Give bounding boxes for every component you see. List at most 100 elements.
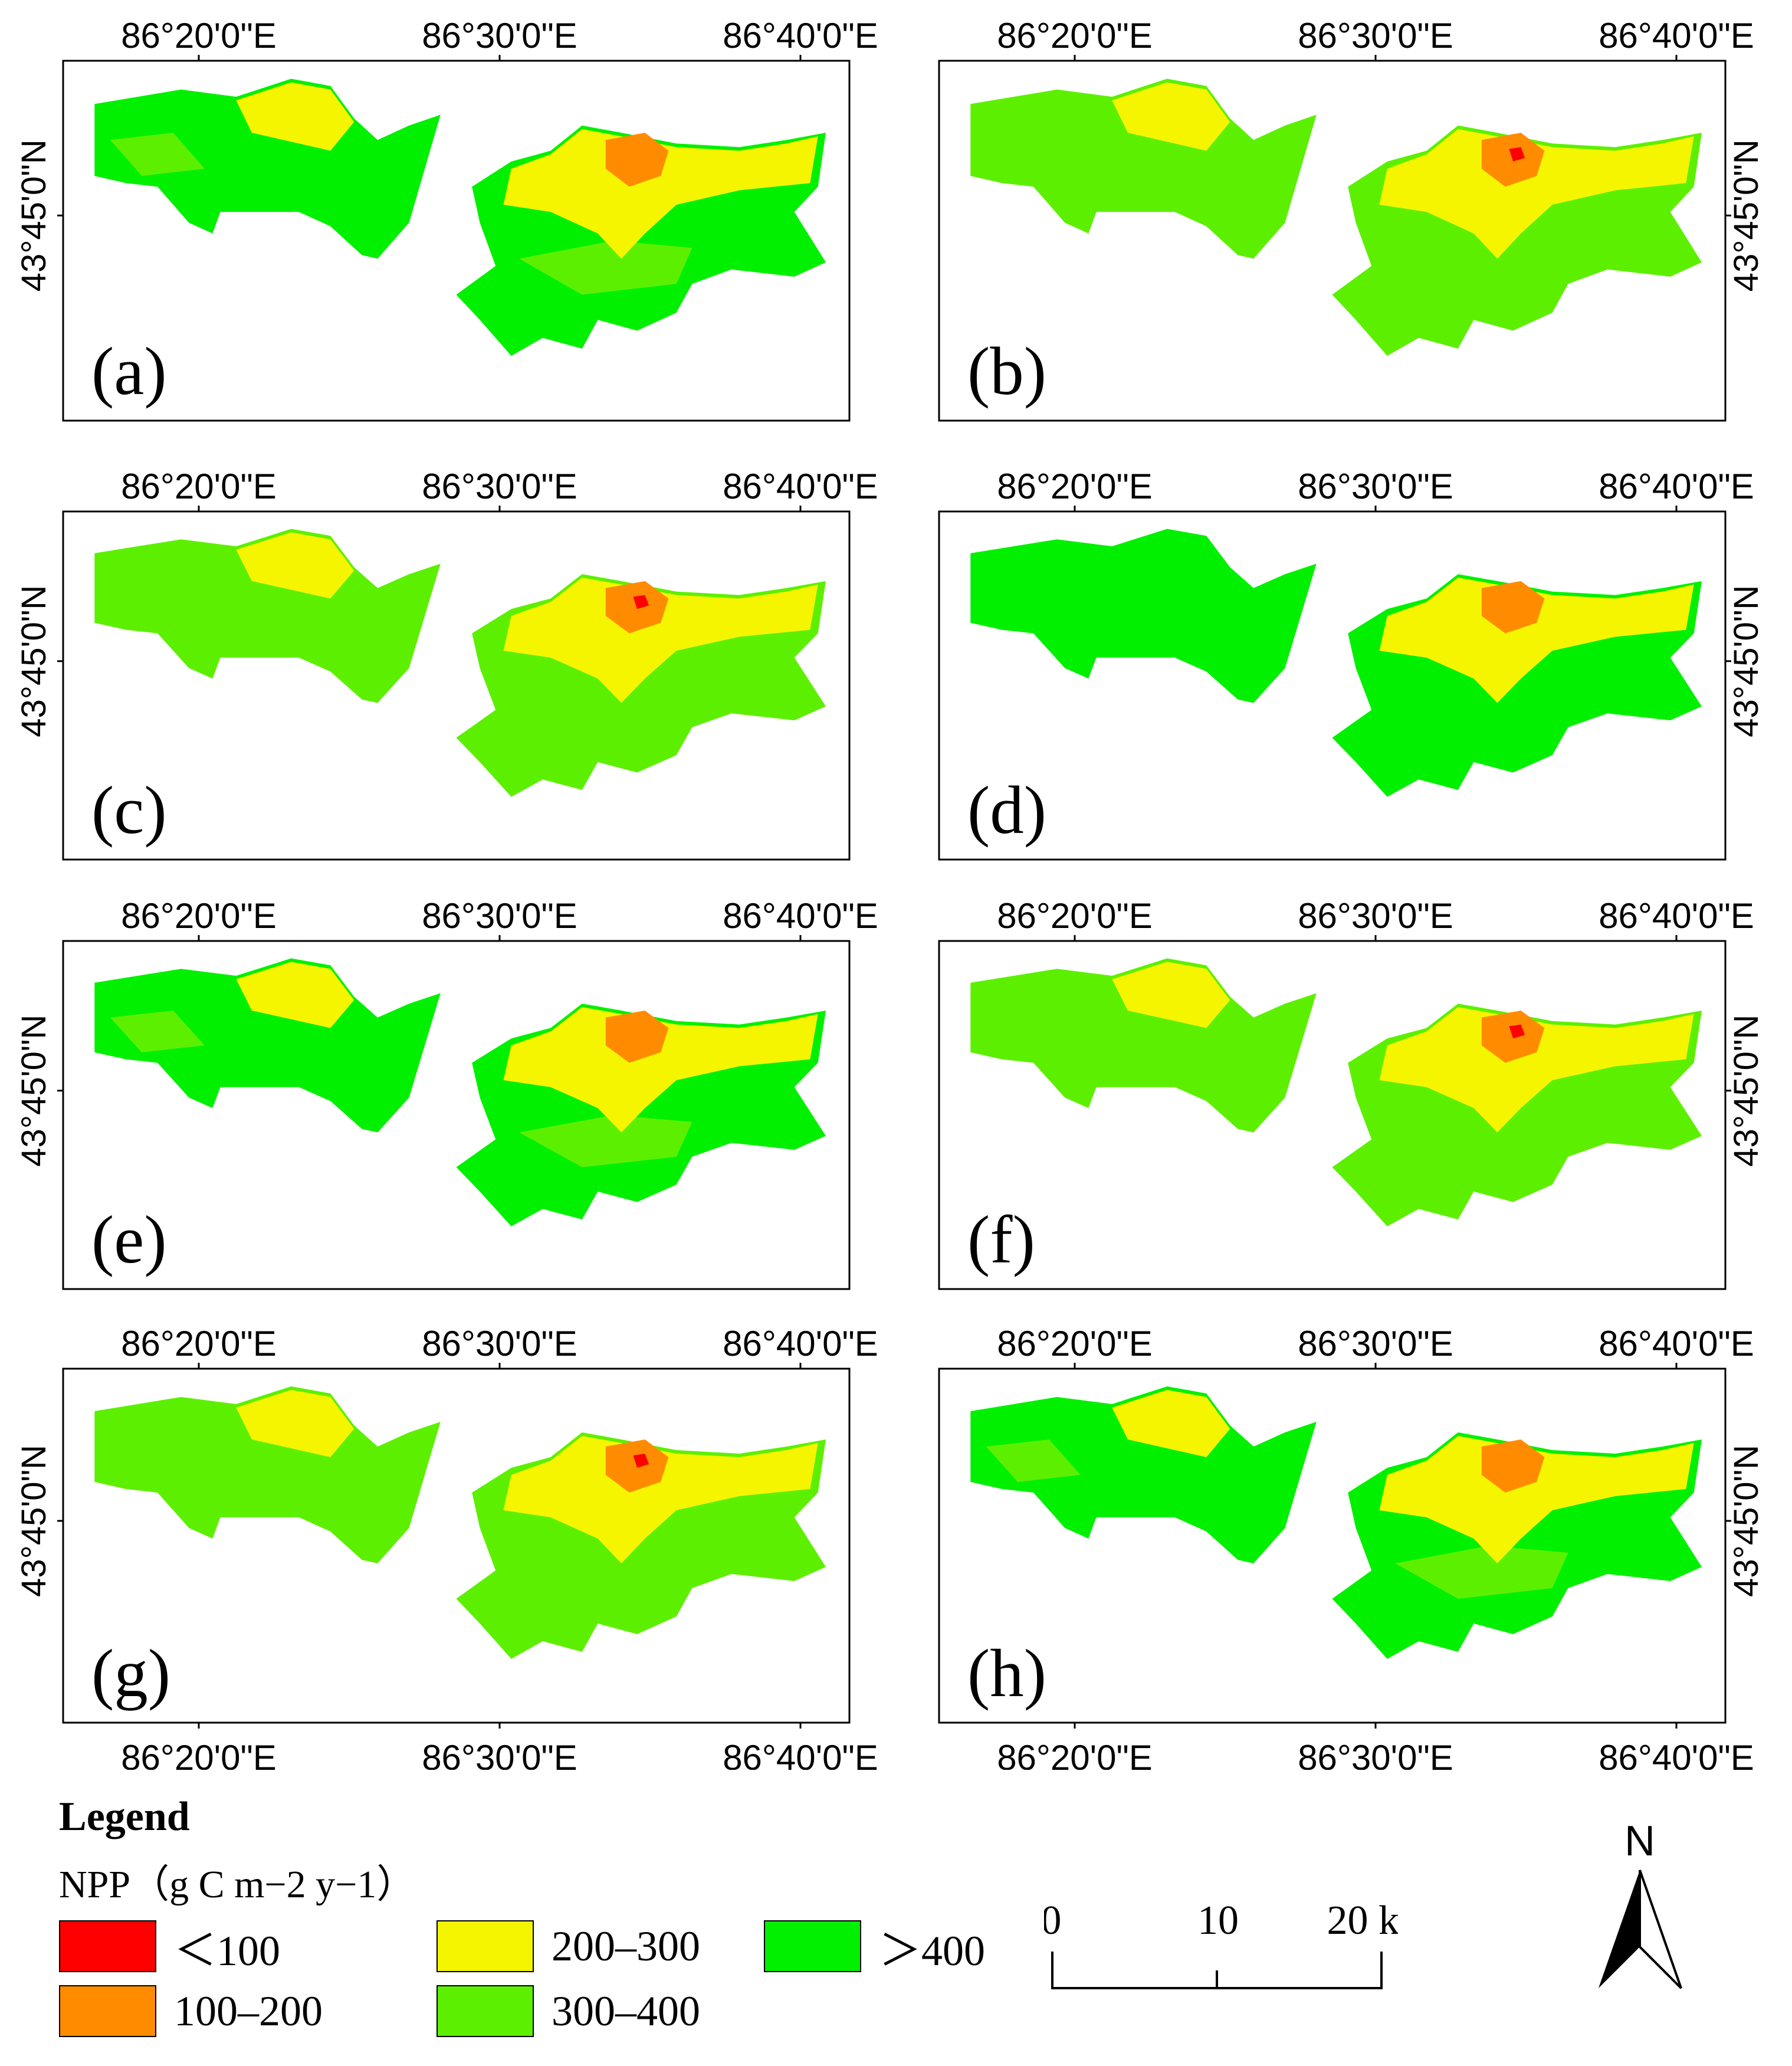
y-tick-label: 43°45'0"N: [15, 1445, 53, 1597]
y-tick-label: 43°45'0"N: [15, 1015, 53, 1167]
panel-label: (d): [967, 773, 1046, 848]
zone-200-300: [1379, 1007, 1694, 1133]
map-panel: 86°20'0"E 86°30'0"E 86°40'0"E 43°45'0"N (c): [15, 467, 878, 861]
panel-label: (c): [91, 773, 167, 848]
panel-label: (g): [91, 1636, 170, 1711]
x-tick-label: 86°40'0"E: [1599, 467, 1754, 506]
map-panel: 86°20'0"E 86°30'0"E 86°40'0"E 43°45'0"N (b): [938, 16, 1765, 422]
legend-title: Legend: [59, 1794, 190, 1839]
x-tick-label: 86°20'0"E: [121, 1324, 277, 1363]
legend-label-lt100: ＜100: [174, 1927, 281, 1975]
x-tick-label: 86°20'0"E: [997, 896, 1153, 936]
map-panels: 86°20'0"E 86°30'0"E 86°40'0"E43°45'0"N(a)8…: [15, 16, 1765, 1770]
zone-lt100: [633, 1454, 649, 1468]
legend-item-200-300: 200–300: [436, 1920, 700, 1972]
zone-300-400: [519, 1115, 692, 1168]
region-west: [970, 529, 1317, 703]
legend-swatch-100-200: [59, 1985, 156, 2037]
panel-label: (h): [967, 1636, 1046, 1711]
zone-200-300: [1112, 1390, 1230, 1457]
region-west: [970, 1386, 1317, 1563]
zone-lt100: [633, 595, 649, 609]
y-tick-label: 43°45'0"N: [1727, 139, 1765, 291]
x-tick-label: 86°30'0"E: [422, 16, 577, 55]
zone-300-400: [1395, 1546, 1568, 1599]
x-tick-label: 86°40'0"E: [1599, 16, 1754, 55]
legend-label-300-400: 300–400: [552, 1987, 700, 2035]
x-tick-label-bottom: 86°30'0"E: [1298, 1738, 1453, 1770]
x-tick-label: 86°30'0"E: [1298, 1324, 1453, 1363]
x-tick-label: 86°30'0"E: [422, 896, 577, 936]
x-tick-label: 86°30'0"E: [422, 467, 577, 506]
x-tick-label: 86°40'0"E: [723, 896, 878, 936]
zone-200-300: [1379, 129, 1694, 259]
x-tick-label: 86°20'0"E: [121, 16, 277, 55]
zone-200-300: [1112, 82, 1230, 151]
zone-200-300: [1112, 962, 1230, 1028]
map-panel: 86°20'0"E 86°30'0"E 86°40'0"E 43°45'0"N (d): [938, 467, 1765, 861]
region-west: [94, 529, 441, 703]
legend-subtitle: NPP（g C m−2 y−1）: [59, 1863, 416, 1906]
map-panel: 86°20'0"E 86°30'0"E 86°40'0"E 43°45'0"N (e): [15, 896, 878, 1290]
zone-lt100: [1509, 147, 1525, 162]
zone-300-400: [986, 1439, 1081, 1482]
x-tick-label: 86°30'0"E: [1298, 467, 1453, 506]
x-tick-label: 86°20'0"E: [997, 1324, 1153, 1363]
x-tick-label: 86°20'0"E: [121, 467, 277, 506]
zone-100-200: [605, 133, 669, 187]
x-tick-label-bottom: 86°40'0"E: [1599, 1738, 1754, 1770]
region-west: [970, 958, 1317, 1133]
panel-label: (f): [967, 1202, 1035, 1277]
zone-100-200: [1481, 581, 1545, 634]
north-label: N: [1624, 1818, 1655, 1865]
x-tick-label-bottom: 86°20'0"E: [997, 1738, 1153, 1770]
panel-label: (b): [967, 334, 1046, 409]
y-tick-label: 43°45'0"N: [15, 585, 53, 737]
legend-swatch-300-400: [436, 1985, 534, 2037]
zone-200-300: [236, 1390, 355, 1457]
x-tick-label: 86°30'0"E: [1298, 896, 1453, 936]
x-tick-label: 86°20'0"E: [997, 16, 1153, 55]
zone-200-300: [1379, 578, 1694, 703]
zone-300-400: [110, 1011, 205, 1052]
legend-swatch-gt400: [764, 1920, 861, 1972]
zone-200-300: [503, 578, 818, 703]
x-tick-label: 86°30'0"E: [1298, 16, 1453, 55]
panel-label: (a): [91, 334, 167, 409]
y-tick-label: 43°45'0"N: [1727, 1445, 1765, 1597]
x-tick-label: 86°40'0"E: [723, 1324, 878, 1363]
panel-label: (e): [91, 1202, 167, 1277]
x-tick-label: 86°20'0"E: [121, 896, 277, 936]
zone-200-300: [236, 532, 355, 599]
map-panel: 86°20'0"E 86°30'0"E 86°40'0"E 43°45'0"N (f): [938, 896, 1765, 1290]
zone-200-300: [503, 1007, 818, 1133]
region-west: [94, 958, 441, 1133]
x-tick-label: 86°20'0"E: [997, 467, 1153, 506]
zone-200-300: [1379, 1436, 1694, 1563]
zone-200-300: [503, 1436, 818, 1563]
x-tick-label: 86°40'0"E: [723, 16, 878, 55]
y-tick-label: 43°45'0"N: [1727, 1015, 1765, 1167]
zone-300-400: [519, 241, 692, 295]
zone-200-300: [236, 962, 355, 1028]
scale-tick-10: 10: [1197, 1898, 1239, 1943]
north-arrow: N: [1599, 1818, 1682, 1989]
legend-item-gt400: ＞400: [764, 1920, 985, 1975]
legend-label-100-200: 100–200: [174, 1987, 323, 2035]
map-panel: 86°20'0"E 86°30'0"E 86°40'0"E 43°45'0"N (a): [15, 16, 878, 422]
legend-label-gt400: ＞400: [879, 1927, 986, 1975]
legend-swatch-200-300: [436, 1920, 534, 1972]
y-tick-label: 43°45'0"N: [1727, 585, 1765, 737]
y-tick-label: 43°45'0"N: [15, 139, 53, 291]
zone-100-200: [1481, 1439, 1545, 1493]
region-west: [94, 78, 441, 259]
zone-100-200: [605, 1011, 669, 1063]
zone-200-300: [503, 129, 818, 259]
north-arrow-right-half: [1639, 1870, 1682, 1989]
zone-200-300: [236, 82, 355, 151]
legend-item-100-200: 100–200: [59, 1985, 323, 2037]
zone-300-400: [110, 133, 205, 176]
x-tick-label-bottom: 86°40'0"E: [723, 1738, 878, 1770]
scale-tick-0: 0: [1044, 1898, 1062, 1943]
north-arrow-left-half: [1599, 1870, 1640, 1988]
